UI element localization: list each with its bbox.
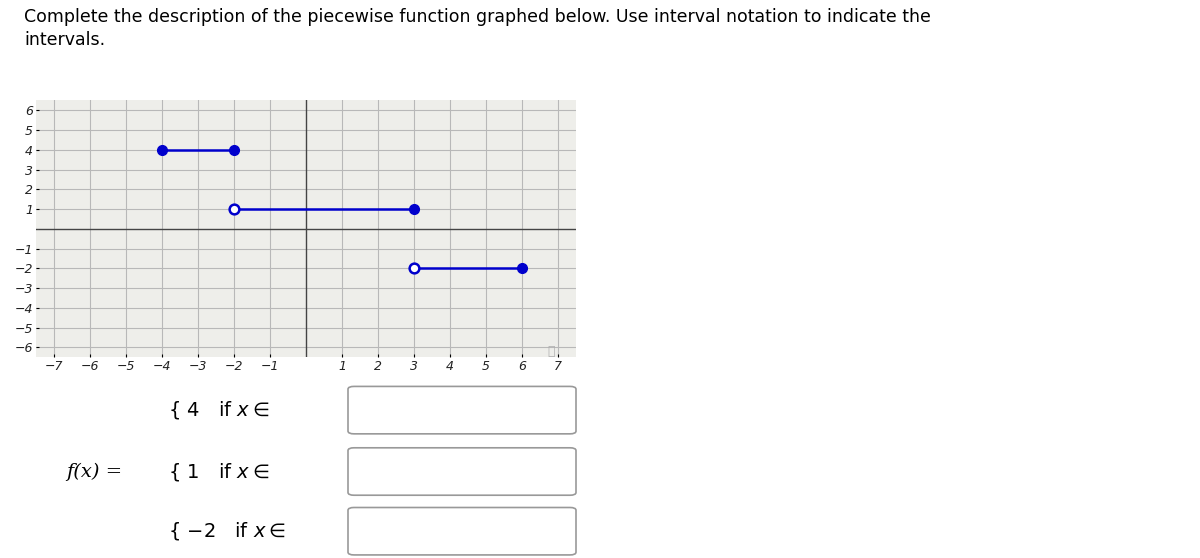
- Text: 🔍: 🔍: [547, 345, 554, 358]
- Text: $\{\ {-2}\quad\mathrm{if}\ x\in$: $\{\ {-2}\quad\mathrm{if}\ x\in$: [168, 520, 286, 542]
- Text: $\{\ 4\quad\mathrm{if}\ x\in$: $\{\ 4\quad\mathrm{if}\ x\in$: [168, 399, 269, 421]
- Text: f(x) =: f(x) =: [66, 463, 122, 480]
- Text: intervals.: intervals.: [24, 31, 106, 49]
- Text: $\{\ 1\quad\mathrm{if}\ x\in$: $\{\ 1\quad\mathrm{if}\ x\in$: [168, 460, 269, 483]
- Text: Complete the description of the piecewise function graphed below. Use interval n: Complete the description of the piecewis…: [24, 8, 931, 26]
